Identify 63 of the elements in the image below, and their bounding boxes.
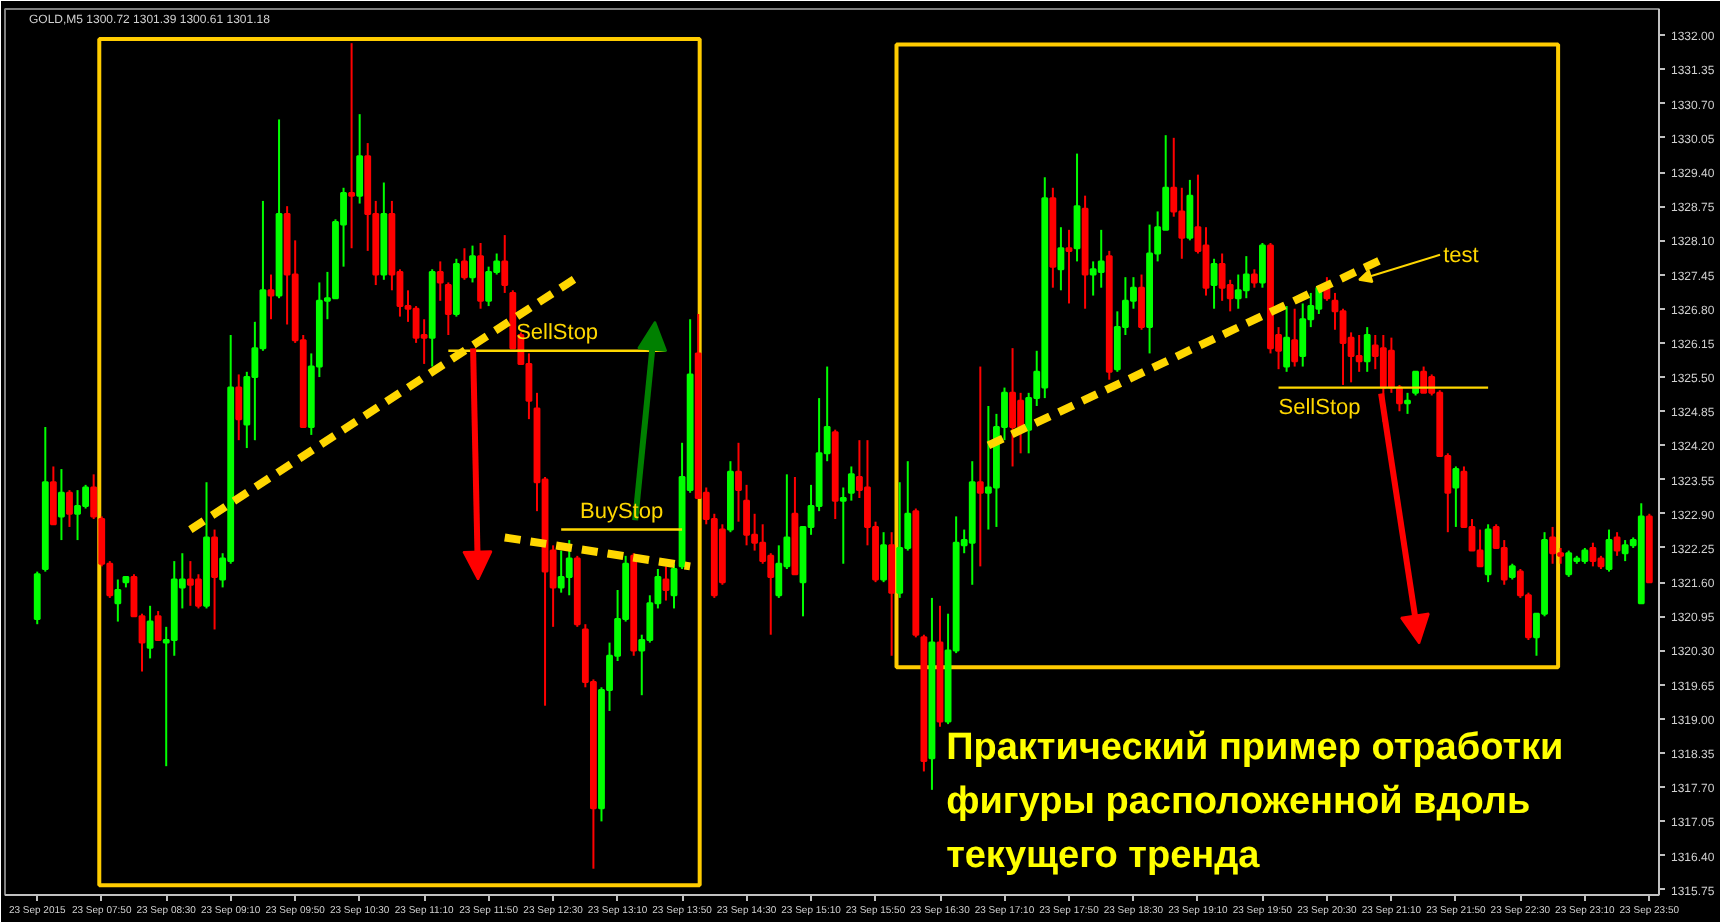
candlestick: [1404, 391, 1411, 415]
candlestick: [1210, 257, 1218, 310]
candlestick: [356, 113, 364, 205]
candlestick: [888, 531, 896, 657]
candlestick: [501, 234, 509, 294]
candlestick: [1291, 307, 1299, 368]
candlestick: [1186, 178, 1194, 242]
candlestick: [1363, 326, 1371, 373]
candlestick: [847, 465, 855, 502]
candlestick: [154, 610, 162, 641]
candlestick: [235, 373, 243, 442]
candlestick: [984, 404, 992, 531]
candlestick: [1484, 523, 1492, 584]
candlestick: [1420, 365, 1428, 394]
candlestick: [477, 241, 484, 310]
candlestick: [195, 573, 202, 610]
candlestick: [267, 273, 275, 321]
candlestick: [33, 570, 41, 626]
candlestick: [211, 528, 218, 631]
candlestick: [1065, 228, 1073, 305]
candlestick: [186, 560, 194, 607]
candlestick: [1621, 539, 1629, 563]
candlestick: [976, 365, 984, 568]
candlestick: [469, 244, 476, 284]
candlestick: [1549, 525, 1557, 565]
candlestick: [1017, 391, 1025, 455]
candlestick: [66, 489, 73, 528]
candlestick: [743, 483, 750, 547]
candlestick: [1250, 268, 1258, 289]
candlestick: [114, 578, 122, 623]
candlestick: [1565, 549, 1573, 578]
candlestick: [1613, 531, 1621, 557]
candlestick: [90, 473, 98, 521]
candlestick: [1242, 255, 1250, 300]
candlestick: [1605, 528, 1613, 573]
candlestick: [58, 468, 65, 542]
candlestick: [146, 604, 154, 660]
candlestick: [1259, 241, 1266, 289]
candlestick: [461, 247, 468, 281]
candlestick: [1138, 273, 1145, 331]
series-label: SellStop: [1278, 395, 1361, 420]
candlestick: [49, 465, 57, 526]
annotation: test: [1443, 243, 1479, 268]
series-label: BuyStop: [580, 499, 664, 524]
candlestick: [565, 539, 573, 597]
candlestick: [1355, 334, 1363, 373]
candlestick: [74, 489, 81, 542]
candlestick: [880, 531, 887, 584]
candlestick: [1339, 307, 1347, 386]
candlestick: [1452, 465, 1460, 528]
candlestick: [896, 481, 904, 599]
candlestick: [485, 265, 493, 308]
candlestick: [735, 441, 742, 523]
candlestick: [1057, 226, 1065, 292]
candlestick: [1009, 347, 1016, 468]
candlestick: [348, 42, 356, 250]
candlestick: [775, 544, 783, 599]
candlestick: [1283, 305, 1291, 373]
annotation: Практический пример отработки фигуры расположенной вдоль текущего тренда: [946, 726, 1564, 878]
candlestick: [1589, 541, 1597, 568]
candlestick: [1097, 228, 1105, 289]
series-label: SellStop: [516, 320, 599, 345]
candlestick: [1299, 302, 1307, 368]
